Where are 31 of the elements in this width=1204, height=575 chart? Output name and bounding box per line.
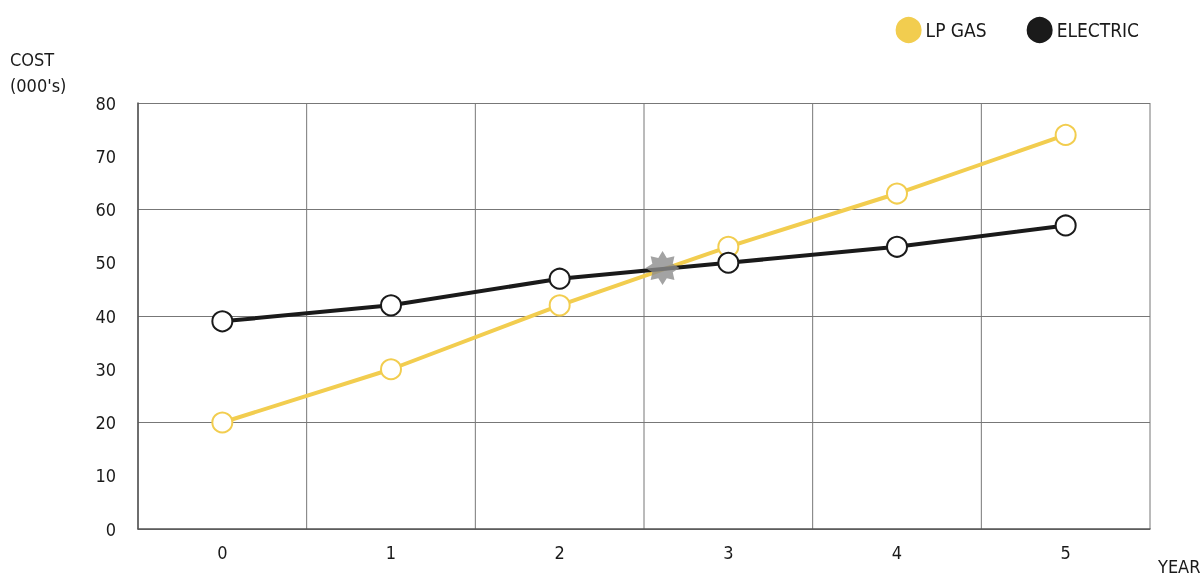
point: [717, 251, 740, 274]
y-tick-label: 10: [95, 465, 116, 487]
point: [886, 182, 908, 205]
y-tick-label: 70: [95, 145, 116, 167]
y-axis-title: COST (000's): [10, 48, 67, 96]
point: [380, 358, 402, 381]
point: [1054, 123, 1077, 146]
point: [211, 411, 234, 434]
legend-label: LP GAS: [925, 19, 987, 41]
y-tick-label: 40: [95, 305, 116, 327]
point: [211, 310, 234, 333]
legend-label: ELECTRIC: [1056, 19, 1140, 41]
x-tick-label: 1: [385, 541, 397, 563]
x-tick-label: 5: [1060, 541, 1071, 563]
y-tick-label: 0: [105, 518, 116, 540]
point: [645, 251, 680, 286]
point: [548, 294, 571, 317]
x-tick-label: 0: [217, 541, 228, 563]
x-tick-label: 3: [723, 541, 734, 563]
point: [886, 235, 908, 258]
y-tick-label: 20: [95, 412, 116, 433]
point: [380, 294, 402, 317]
y-tick-label: 80: [95, 92, 116, 114]
y-tick-label: 60: [95, 199, 116, 220]
point: [1054, 214, 1077, 237]
y-tick-label: 30: [95, 358, 116, 380]
point: [548, 267, 571, 290]
y-tick-label: 50: [95, 252, 116, 274]
x-tick-label: 2: [554, 541, 565, 563]
x-tick-label: 4: [891, 541, 903, 563]
x-axis-title: YEAR: [1157, 555, 1201, 575]
